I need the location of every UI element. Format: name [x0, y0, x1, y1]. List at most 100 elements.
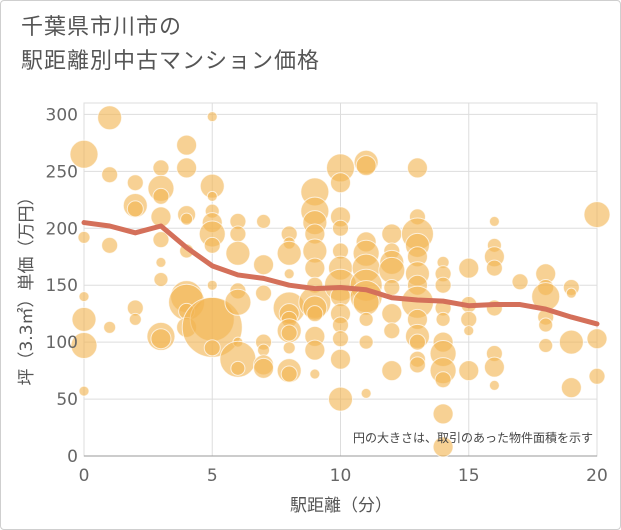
data-point [458, 257, 480, 279]
data-point [586, 328, 608, 350]
data-point [485, 259, 503, 277]
data-point [229, 225, 247, 243]
data-point [434, 276, 452, 294]
y-tick-label: 300 [46, 105, 78, 125]
data-point [304, 257, 326, 279]
data-point [97, 105, 123, 131]
data-point [180, 212, 194, 226]
data-point [280, 365, 298, 383]
data-point [565, 287, 577, 299]
data-point [203, 339, 221, 357]
data-point [155, 256, 167, 268]
y-tick-label: 0 [67, 447, 78, 467]
data-point [488, 379, 500, 391]
data-point [483, 356, 505, 378]
data-point [332, 330, 349, 348]
y-axis-label: 坪（3.3㎡）単価（万円） [17, 188, 37, 385]
data-point [150, 328, 172, 350]
data-point [583, 201, 611, 229]
trend-line [81, 220, 600, 327]
data-point [588, 367, 606, 385]
data-point [538, 338, 554, 354]
data-point [280, 324, 298, 342]
data-point [283, 268, 295, 280]
data-point [77, 230, 91, 244]
data-point [358, 334, 374, 350]
data-point [70, 332, 98, 360]
data-point [332, 219, 349, 237]
x-tick-label: 0 [79, 466, 90, 486]
data-point [101, 236, 119, 254]
data-point [432, 403, 454, 425]
x-tick-label: 15 [458, 466, 480, 486]
data-point [206, 279, 218, 291]
data-point [152, 231, 170, 249]
y-tick-label: 250 [46, 162, 78, 182]
data-point [230, 360, 246, 376]
data-point [78, 291, 90, 303]
x-tick-label: 20 [586, 466, 608, 486]
data-point [128, 312, 142, 326]
data-point [126, 200, 144, 218]
y-ticks: 0 50 100 150 200 250 300 [46, 105, 78, 467]
data-point [153, 272, 169, 287]
bubbles [69, 105, 611, 458]
data-point [381, 223, 403, 245]
y-tick-label: 150 [46, 276, 78, 296]
data-point [101, 166, 119, 184]
data-point [432, 436, 454, 458]
data-point [408, 333, 426, 351]
data-point [255, 284, 273, 302]
data-point [383, 278, 401, 296]
data-point [282, 341, 296, 355]
data-point [304, 339, 326, 361]
data-point [181, 296, 243, 358]
data-point [224, 288, 252, 316]
data-point [328, 386, 353, 412]
data-point [463, 325, 475, 337]
chart-title: 千葉県市川市の 駅距離別中古マンション価格 [21, 11, 320, 79]
chart-title-line2: 駅距離別中古マンション価格 [21, 49, 321, 74]
data-point [358, 311, 374, 327]
data-point [103, 320, 117, 334]
x-tick-label: 10 [330, 466, 352, 486]
data-point [435, 311, 451, 327]
data-point [460, 310, 478, 328]
size-note: 円の大きさは、取引のあった物件面積を示す [353, 430, 593, 445]
data-point [488, 215, 500, 227]
data-point [257, 343, 271, 357]
data-point [176, 157, 198, 179]
data-point [355, 155, 377, 177]
data-point [408, 356, 426, 374]
data-point [253, 357, 275, 379]
data-point [309, 368, 321, 380]
data-point [306, 305, 324, 323]
y-tick-label: 50 [56, 390, 78, 410]
data-point [256, 213, 272, 229]
data-point [126, 174, 144, 192]
data-point [152, 187, 170, 205]
y-tick-label: 200 [46, 219, 78, 239]
data-point [381, 303, 403, 325]
data-point [71, 306, 97, 332]
data-point [78, 385, 90, 397]
data-point [381, 360, 403, 382]
chart-title-line1: 千葉県市川市の [21, 15, 183, 40]
data-point [330, 348, 351, 370]
x-ticks: 0 5 10 15 20 [79, 466, 608, 486]
data-point [558, 329, 584, 355]
data-point [434, 371, 452, 389]
data-point [206, 190, 218, 202]
data-point [330, 172, 351, 194]
data-point [383, 322, 401, 340]
y-tick-label: 100 [46, 333, 78, 353]
data-point [276, 240, 302, 266]
data-point [538, 317, 554, 333]
data-point [69, 139, 99, 169]
data-point [152, 159, 170, 177]
data-point [511, 273, 529, 291]
data-point [406, 157, 428, 179]
x-axis-label: 駅距離（分） [290, 496, 392, 516]
data-point [176, 134, 198, 156]
